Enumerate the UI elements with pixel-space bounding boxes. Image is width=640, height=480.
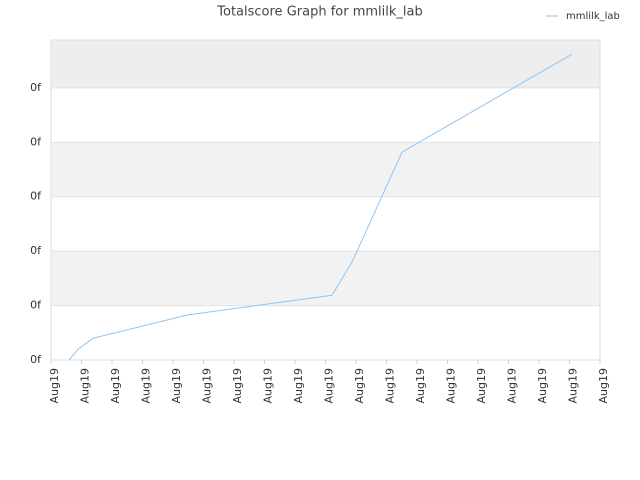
x-tick-label: Aug19	[292, 368, 305, 403]
y-tick-label: 0f	[30, 190, 42, 203]
x-tick-label: Aug19	[475, 368, 488, 403]
line	[68, 53, 573, 361]
y-tick-label: 0f	[30, 81, 42, 94]
y-tick-label: 0f	[30, 244, 42, 257]
x-tick-label: Aug19	[414, 368, 427, 403]
x-tick-label: Aug19	[536, 368, 549, 403]
grid-band	[51, 251, 600, 306]
plot-border	[50, 39, 601, 361]
x-tick-label: Aug19	[445, 368, 458, 403]
legend-label: mmlilk_lab	[566, 11, 620, 22]
x-tick-label: Aug19	[201, 368, 214, 403]
x-tick-label: Aug19	[597, 368, 610, 403]
x-tick-label: Aug19	[170, 368, 183, 403]
chart-title: Totalscore Graph for mmlilk_lab	[216, 5, 422, 20]
x-tick-label: Aug19	[353, 368, 366, 403]
x-tick-label: Aug19	[567, 368, 580, 403]
x-tick-label: Aug19	[384, 368, 397, 403]
y-tick-label: 0f	[30, 299, 42, 312]
y-tick-label: 0f	[30, 353, 42, 366]
x-tick-label: Aug19	[48, 368, 61, 403]
plot-area	[50, 39, 601, 361]
grid-band	[51, 142, 600, 197]
x-tick-label: Aug19	[109, 368, 122, 403]
x-tick-label: Aug19	[506, 368, 519, 403]
y-tick-label: 0f	[30, 135, 42, 148]
x-tick-label: Aug19	[262, 368, 275, 403]
x-tick-label: Aug19	[323, 368, 336, 403]
x-tick-label: Aug19	[231, 368, 244, 403]
x-tick-label: Aug19	[140, 368, 153, 403]
grid-band	[51, 40, 600, 88]
x-tick-label: Aug19	[79, 368, 92, 403]
